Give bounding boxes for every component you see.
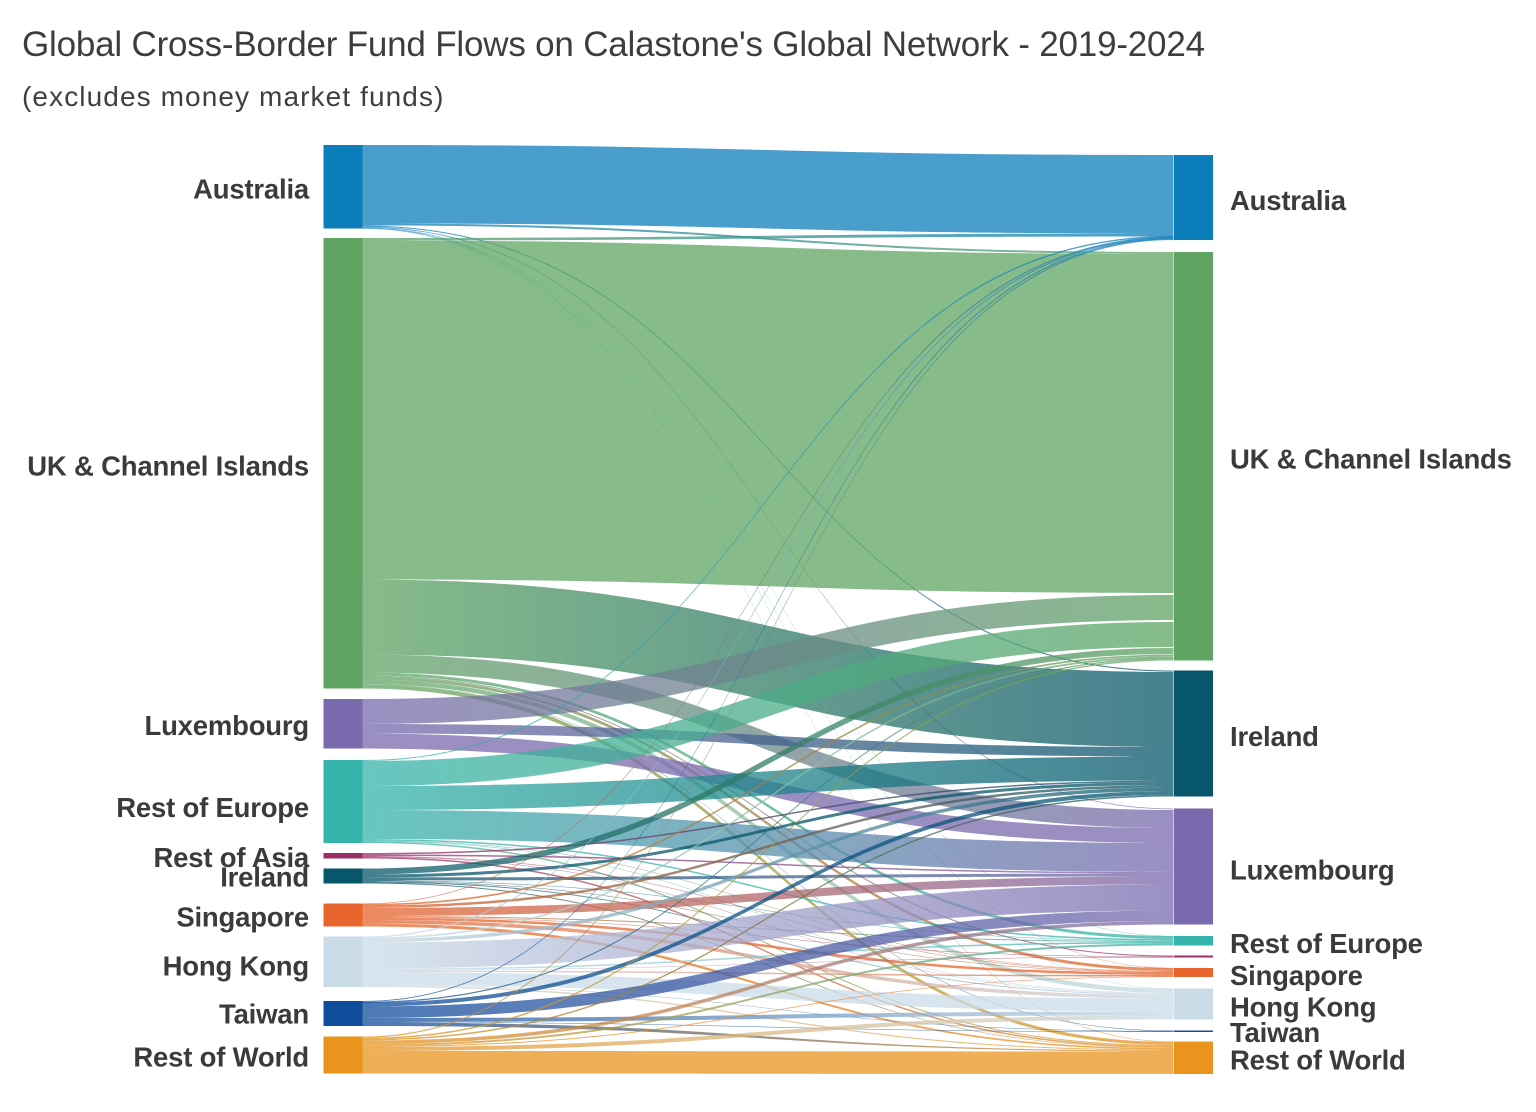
svg-text:Rest of Asia: Rest of Asia [153, 842, 309, 873]
svg-text:Taiwan: Taiwan [1230, 1017, 1320, 1048]
svg-text:Rest of World: Rest of World [133, 1042, 309, 1073]
svg-text:Taiwan: Taiwan [219, 999, 309, 1030]
svg-text:Luxembourg: Luxembourg [1230, 855, 1395, 886]
svg-text:(excludes money market funds): (excludes money market funds) [22, 81, 445, 112]
svg-text:Ireland: Ireland [1230, 721, 1319, 752]
svg-text:Hong Kong: Hong Kong [163, 951, 309, 982]
svg-text:Global Cross-Border Fund Flows: Global Cross-Border Fund Flows on Calast… [22, 25, 1205, 64]
svg-text:Australia: Australia [193, 174, 310, 205]
svg-text:Rest of World: Rest of World [1230, 1045, 1406, 1076]
svg-text:Singapore: Singapore [1230, 960, 1363, 991]
svg-text:Luxembourg: Luxembourg [144, 710, 309, 741]
svg-text:Rest of Europe: Rest of Europe [116, 792, 309, 823]
svg-text:UK & Channel Islands: UK & Channel Islands [27, 451, 309, 482]
svg-text:Singapore: Singapore [176, 902, 309, 933]
svg-text:Australia: Australia [1230, 185, 1347, 216]
svg-text:Ireland: Ireland [220, 862, 309, 893]
svg-text:Rest of Europe: Rest of Europe [1230, 928, 1423, 959]
svg-text:Hong Kong: Hong Kong [1230, 992, 1376, 1023]
svg-text:UK & Channel Islands: UK & Channel Islands [1230, 444, 1512, 475]
